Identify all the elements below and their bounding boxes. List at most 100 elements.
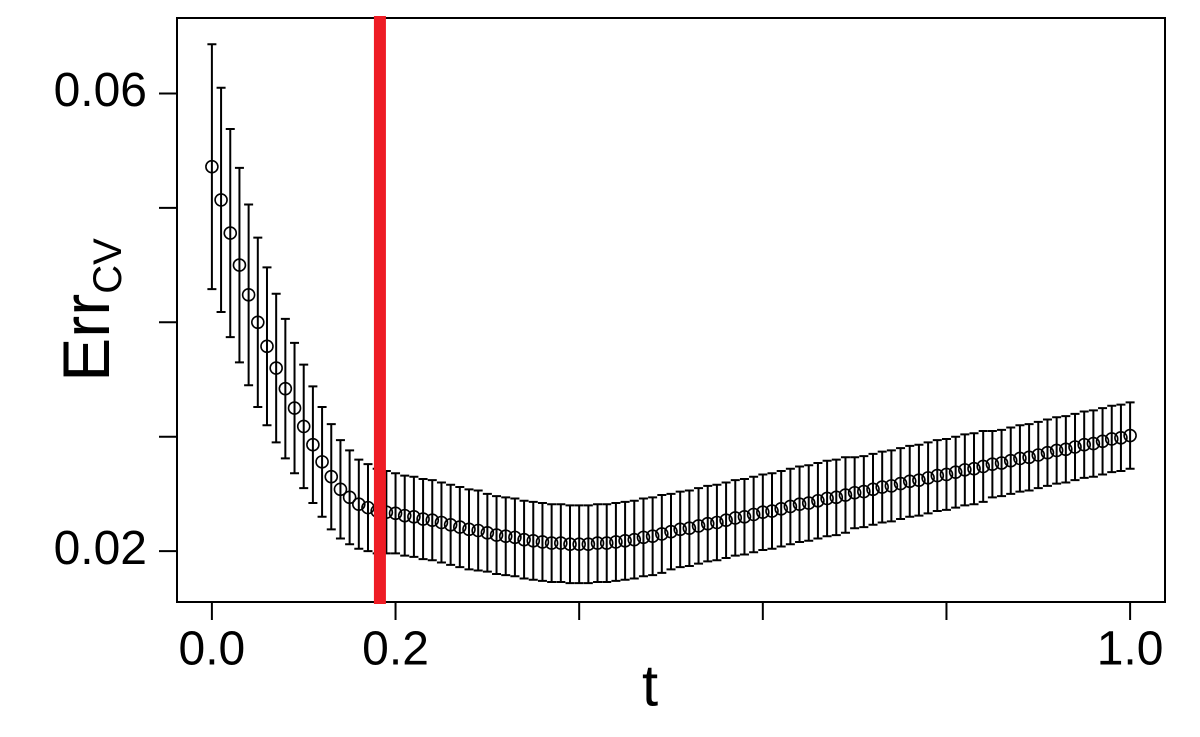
data-point bbox=[352, 497, 366, 511]
error-bar bbox=[593, 503, 603, 583]
error-bar bbox=[868, 452, 878, 526]
data-point bbox=[434, 515, 449, 530]
error-bar bbox=[749, 475, 759, 554]
data-point bbox=[765, 504, 779, 518]
error-bar bbox=[253, 236, 263, 408]
data-point bbox=[912, 473, 926, 487]
data-point bbox=[333, 482, 348, 497]
error-bar bbox=[234, 166, 244, 364]
error-bar bbox=[1070, 412, 1080, 482]
data-point bbox=[480, 525, 495, 540]
data-point bbox=[746, 507, 761, 522]
data-point bbox=[930, 468, 945, 483]
data-point bbox=[241, 288, 256, 302]
data-point bbox=[710, 515, 724, 530]
error-bar bbox=[712, 483, 722, 562]
error-bar bbox=[574, 504, 584, 585]
error-bar bbox=[987, 429, 997, 499]
data-point bbox=[994, 456, 1009, 470]
error-bar bbox=[831, 458, 841, 537]
data-point bbox=[985, 457, 1000, 471]
data-point bbox=[921, 471, 935, 485]
error-bar bbox=[519, 499, 529, 580]
error-bar bbox=[978, 429, 988, 503]
error-bar bbox=[914, 443, 924, 517]
data-point bbox=[306, 437, 320, 452]
data-point bbox=[554, 536, 568, 550]
error-bar bbox=[345, 449, 355, 546]
error-bar bbox=[1125, 401, 1135, 470]
error-bar bbox=[960, 433, 970, 507]
error-bar bbox=[1107, 404, 1117, 474]
x-axis-label: t bbox=[642, 653, 658, 718]
error-bar bbox=[317, 405, 327, 518]
error-bar bbox=[528, 500, 538, 581]
data-point bbox=[857, 484, 871, 499]
error-bar bbox=[951, 435, 961, 509]
data-point bbox=[315, 455, 329, 469]
y-axis-label-main: Err bbox=[49, 294, 123, 382]
error-bar bbox=[1052, 416, 1062, 485]
data-point bbox=[719, 513, 733, 528]
data-point bbox=[1059, 442, 1073, 457]
data-point bbox=[618, 533, 632, 548]
data-point bbox=[976, 459, 990, 474]
data-point bbox=[1095, 434, 1110, 449]
data-point bbox=[462, 522, 476, 537]
data-point bbox=[958, 463, 972, 477]
error-bar bbox=[776, 470, 786, 548]
error-bar bbox=[602, 503, 612, 583]
error-bar bbox=[840, 456, 850, 534]
error-bar bbox=[409, 475, 419, 558]
data-point bbox=[636, 530, 651, 545]
error-bar bbox=[1024, 423, 1034, 492]
data-point bbox=[682, 521, 697, 536]
error-bar bbox=[721, 481, 731, 559]
error-bar bbox=[611, 502, 621, 582]
y-axis-label: ErrCV bbox=[49, 238, 129, 382]
data-point bbox=[287, 401, 302, 415]
y-tick-label: 0.02 bbox=[54, 522, 147, 575]
data-point bbox=[838, 488, 853, 502]
error-bar bbox=[785, 467, 795, 546]
data-point bbox=[967, 461, 981, 476]
data-point bbox=[535, 535, 550, 549]
error-bar bbox=[896, 447, 906, 521]
error-bar bbox=[1061, 415, 1071, 484]
data-point bbox=[498, 529, 513, 544]
error-bar bbox=[464, 488, 474, 571]
error-bar bbox=[207, 43, 217, 291]
data-point bbox=[893, 476, 908, 491]
error-bar bbox=[694, 487, 704, 565]
data-point bbox=[627, 532, 642, 547]
data-point bbox=[1068, 440, 1082, 454]
data-point bbox=[609, 535, 623, 549]
data-point bbox=[645, 529, 660, 544]
error-bar bbox=[280, 317, 290, 460]
data-point bbox=[884, 479, 899, 493]
error-bar bbox=[583, 504, 593, 585]
error-bar bbox=[813, 462, 823, 540]
data-point bbox=[407, 509, 421, 524]
error-bar bbox=[501, 496, 511, 577]
data-point bbox=[425, 513, 440, 528]
data-point bbox=[902, 474, 917, 489]
data-point bbox=[205, 159, 219, 174]
y-axis-label-sub: CV bbox=[86, 238, 130, 294]
data-point bbox=[737, 509, 752, 524]
error-bar bbox=[804, 464, 814, 542]
error-bar bbox=[1033, 420, 1043, 490]
error-bar bbox=[859, 455, 869, 529]
data-point bbox=[783, 499, 798, 514]
error-bar bbox=[932, 439, 942, 513]
plot-frame bbox=[176, 17, 1166, 603]
data-point bbox=[563, 537, 577, 552]
data-point bbox=[342, 490, 357, 505]
error-bar bbox=[1088, 409, 1098, 478]
error-bar bbox=[905, 444, 915, 518]
error-bar bbox=[758, 473, 768, 551]
data-point bbox=[223, 226, 238, 240]
data-point bbox=[1003, 453, 1018, 468]
error-bar bbox=[436, 481, 446, 564]
